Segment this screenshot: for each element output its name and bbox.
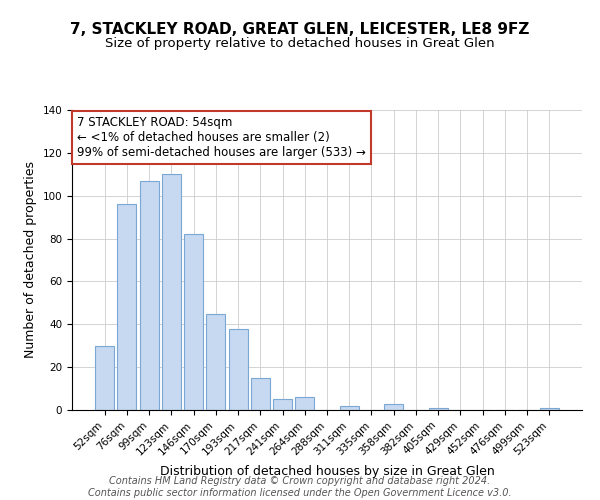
Text: 7 STACKLEY ROAD: 54sqm
← <1% of detached houses are smaller (2)
99% of semi-deta: 7 STACKLEY ROAD: 54sqm ← <1% of detached… (77, 116, 366, 159)
Text: Contains HM Land Registry data © Crown copyright and database right 2024.
Contai: Contains HM Land Registry data © Crown c… (88, 476, 512, 498)
Bar (251, 378, 270, 410)
Bar (162, 174, 181, 410)
Bar (184, 234, 203, 410)
Bar (295, 397, 314, 410)
Text: 7, STACKLEY ROAD, GREAT GLEN, LEICESTER, LE8 9FZ: 7, STACKLEY ROAD, GREAT GLEN, LEICESTER,… (70, 22, 530, 38)
Bar (540, 408, 559, 410)
Text: Size of property relative to detached houses in Great Glen: Size of property relative to detached ho… (105, 38, 495, 51)
X-axis label: Distribution of detached houses by size in Great Glen: Distribution of detached houses by size … (160, 465, 494, 478)
Bar (118, 204, 136, 410)
Bar (229, 328, 248, 410)
Bar (273, 400, 292, 410)
Y-axis label: Number of detached properties: Number of detached properties (24, 162, 37, 358)
Bar (429, 408, 448, 410)
Bar (140, 180, 158, 410)
Bar (384, 404, 403, 410)
Bar (95, 346, 114, 410)
Bar (206, 314, 225, 410)
Bar (340, 406, 359, 410)
